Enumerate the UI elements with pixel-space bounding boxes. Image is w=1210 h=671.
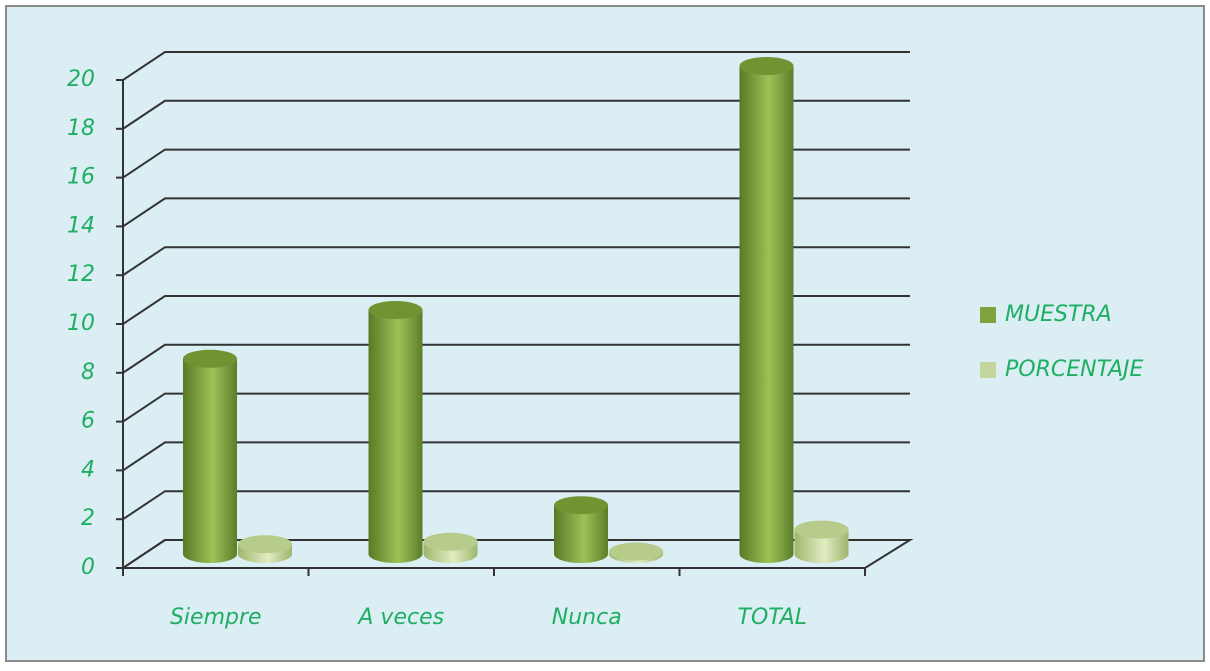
y-tick-label: 0 [81,555,95,580]
grid-line [122,295,910,325]
y-tick-label: 12 [67,262,95,287]
bar [238,535,292,563]
legend-swatch [980,307,996,323]
y-tick-label: 10 [67,311,95,336]
legend-label: MUESTRA [1005,302,1112,327]
bar [609,542,663,563]
grid-line [122,539,910,569]
y-tick-label: 4 [81,457,95,482]
bar-top [238,535,292,554]
bar-body [368,310,423,563]
grid-line [122,343,910,374]
bar-top [554,496,608,515]
y-tick-label: 18 [67,116,95,141]
grid-line [122,490,910,521]
bar-top [794,520,849,539]
y-tick-label: 6 [81,409,95,434]
x-tick-label: Siempre [170,605,262,630]
bar-body [183,358,237,563]
bar [794,520,849,563]
bar [183,349,237,563]
grid-line [122,197,910,228]
y-tick-label: 20 [67,67,95,92]
grid-line [122,246,910,277]
bar-body [794,529,849,563]
bar [739,57,794,563]
grid-line [122,99,910,130]
bar-top [739,57,794,75]
y-tick-label: 2 [81,506,95,531]
y-tick-label: 8 [81,360,95,385]
plot-background [5,5,1205,662]
bar [554,496,608,563]
y-tick-label: 14 [67,213,95,238]
grid-line [122,441,910,472]
x-tick-label: A veces [356,605,444,630]
grid-line [122,392,910,423]
grid-line [122,148,910,179]
bar-top [609,542,663,561]
bar [368,301,423,563]
legend-swatch [980,362,996,378]
bar-top [368,301,423,319]
x-tick-label: Nunca [552,605,622,630]
y-tick-label: 16 [67,165,95,190]
bar-top [183,349,237,368]
x-tick-label: TOTAL [738,605,807,630]
legend-label: PORCENTAJE [1005,357,1144,382]
bar-body [739,66,794,563]
grid-line [122,51,910,81]
bar [423,532,478,563]
bar-top [423,532,478,551]
bar-body [554,505,608,563]
